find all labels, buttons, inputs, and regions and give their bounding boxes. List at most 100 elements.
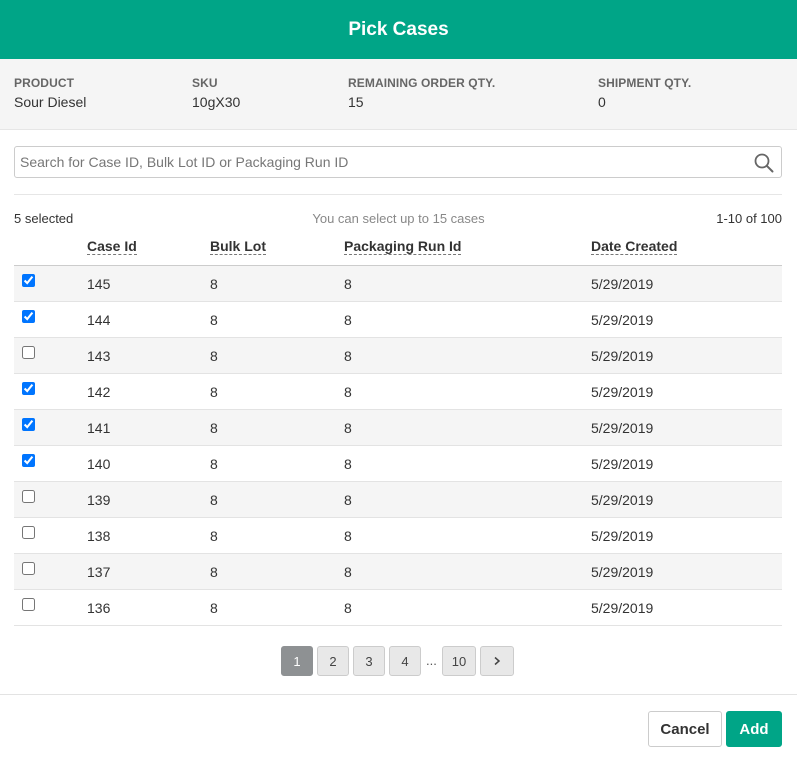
cell-packaging-run-id: 8 [344, 456, 352, 472]
cell-packaging-run-id: 8 [344, 384, 352, 400]
column-header-case-id[interactable]: Case Id [87, 238, 137, 255]
cell-packaging-run-id: 8 [344, 600, 352, 616]
cell-packaging-run-id: 8 [344, 276, 352, 292]
cell-packaging-run-id: 8 [344, 348, 352, 364]
cell-date-created: 5/29/2019 [591, 456, 654, 472]
page-button-4[interactable]: 4 [389, 646, 421, 676]
cell-bulk-lot: 8 [210, 312, 218, 328]
row-checkbox[interactable] [22, 490, 35, 503]
cell-bulk-lot: 8 [210, 600, 218, 616]
order-info-panel: PRODUCT Sour Diesel SKU 10gX30 REMAINING… [0, 59, 797, 130]
cell-case-id: 138 [87, 528, 111, 544]
row-checkbox[interactable] [22, 274, 35, 287]
row-checkbox[interactable] [22, 310, 35, 323]
cell-case-id: 142 [87, 384, 111, 400]
cell-case-id: 145 [87, 276, 111, 292]
cell-date-created: 5/29/2019 [591, 528, 654, 544]
info-sku: SKU 10gX30 [192, 76, 240, 110]
row-checkbox[interactable] [22, 598, 35, 611]
divider [14, 194, 782, 195]
cell-bulk-lot: 8 [210, 348, 218, 364]
cell-date-created: 5/29/2019 [591, 348, 654, 364]
cell-case-id: 144 [87, 312, 111, 328]
info-label: PRODUCT [14, 76, 75, 90]
info-product: PRODUCT Sour Diesel [14, 76, 86, 110]
cell-bulk-lot: 8 [210, 384, 218, 400]
info-remaining-qty: REMAINING ORDER QTY. 15 [348, 76, 495, 110]
cell-packaging-run-id: 8 [344, 564, 352, 580]
table-header: Case Id Bulk Lot Packaging Run Id Date C… [14, 230, 782, 266]
info-shipment-qty: SHIPMENT QTY. 0 [598, 76, 691, 110]
cell-case-id: 141 [87, 420, 111, 436]
cell-bulk-lot: 8 [210, 420, 218, 436]
cell-case-id: 143 [87, 348, 111, 364]
info-label: SKU [192, 76, 218, 90]
result-range: 1-10 of 100 [716, 211, 782, 226]
cell-date-created: 5/29/2019 [591, 492, 654, 508]
column-header-packaging-run-id[interactable]: Packaging Run Id [344, 238, 462, 255]
info-value: 15 [348, 94, 364, 110]
info-label: REMAINING ORDER QTY. [348, 76, 496, 90]
cell-date-created: 5/29/2019 [591, 276, 654, 292]
cell-packaging-run-id: 8 [344, 312, 352, 328]
add-button[interactable]: Add [726, 711, 782, 747]
search-icon[interactable] [753, 152, 775, 174]
search-box [14, 146, 782, 178]
table-row[interactable]: 138 8 8 5/29/2019 [14, 518, 782, 554]
pagination: 1 2 3 4 ... 10 [0, 646, 797, 676]
cell-date-created: 5/29/2019 [591, 564, 654, 580]
selected-count: 5 selected [14, 211, 74, 226]
row-checkbox[interactable] [22, 418, 35, 431]
table-row[interactable]: 137 8 8 5/29/2019 [14, 554, 782, 590]
cell-date-created: 5/29/2019 [591, 600, 654, 616]
page-button-10[interactable]: 10 [442, 646, 476, 676]
table-body: 145 8 8 5/29/2019 144 8 8 5/29/2019 143 … [14, 266, 782, 626]
table-row[interactable]: 142 8 8 5/29/2019 [14, 374, 782, 410]
cell-case-id: 137 [87, 564, 111, 580]
cell-date-created: 5/29/2019 [591, 312, 654, 328]
cell-bulk-lot: 8 [210, 492, 218, 508]
table-row[interactable]: 143 8 8 5/29/2019 [14, 338, 782, 374]
modal-header: Pick Cases [0, 0, 797, 59]
cell-bulk-lot: 8 [210, 276, 218, 292]
table-row[interactable]: 139 8 8 5/29/2019 [14, 482, 782, 518]
table-row[interactable]: 141 8 8 5/29/2019 [14, 410, 782, 446]
table-row[interactable]: 144 8 8 5/29/2019 [14, 302, 782, 338]
column-header-date-created[interactable]: Date Created [591, 238, 678, 255]
info-value: 10gX30 [192, 94, 241, 110]
next-page-button[interactable] [480, 646, 514, 676]
row-checkbox[interactable] [22, 562, 35, 575]
cell-bulk-lot: 8 [210, 456, 218, 472]
cell-bulk-lot: 8 [210, 528, 218, 544]
row-checkbox[interactable] [22, 382, 35, 395]
table-row[interactable]: 145 8 8 5/29/2019 [14, 266, 782, 302]
cell-case-id: 140 [87, 456, 111, 472]
row-checkbox[interactable] [22, 526, 35, 539]
search-input[interactable] [15, 147, 735, 177]
cell-packaging-run-id: 8 [344, 420, 352, 436]
cell-bulk-lot: 8 [210, 564, 218, 580]
row-checkbox[interactable] [22, 346, 35, 359]
info-label: SHIPMENT QTY. [598, 76, 692, 90]
table-row[interactable]: 136 8 8 5/29/2019 [14, 590, 782, 626]
cell-case-id: 136 [87, 600, 111, 616]
row-checkbox[interactable] [22, 454, 35, 467]
cell-packaging-run-id: 8 [344, 492, 352, 508]
page-button-3[interactable]: 3 [353, 646, 385, 676]
info-value: Sour Diesel [14, 94, 87, 110]
modal-title: Pick Cases [348, 18, 449, 40]
page-button-1[interactable]: 1 [281, 646, 313, 676]
cell-date-created: 5/29/2019 [591, 384, 654, 400]
cell-case-id: 139 [87, 492, 111, 508]
cell-packaging-run-id: 8 [344, 528, 352, 544]
chevron-right-icon [492, 654, 502, 669]
cell-date-created: 5/29/2019 [591, 420, 654, 436]
cancel-button[interactable]: Cancel [648, 711, 722, 747]
column-header-bulk-lot[interactable]: Bulk Lot [210, 238, 266, 255]
page-ellipsis: ... [426, 653, 437, 668]
page-button-2[interactable]: 2 [317, 646, 349, 676]
selection-limit-text: You can select up to 15 cases [312, 211, 485, 226]
footer-divider [0, 694, 797, 695]
info-value: 0 [598, 94, 606, 110]
table-row[interactable]: 140 8 8 5/29/2019 [14, 446, 782, 482]
